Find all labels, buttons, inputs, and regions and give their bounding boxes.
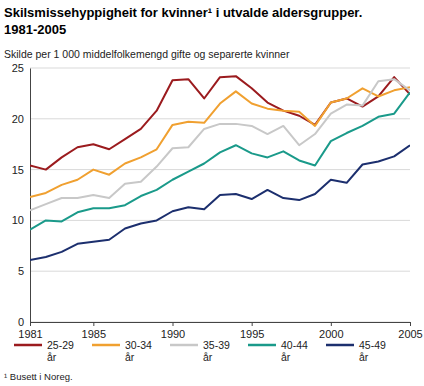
y-tick-label: 15 — [12, 164, 24, 176]
y-tick-label: 10 — [12, 214, 24, 226]
legend-label: 45-49år — [359, 339, 386, 363]
legend-swatch — [326, 344, 354, 347]
y-tick: 25 — [12, 62, 30, 74]
chart: Skilsmissehyppigheit for kvinner¹ i utva… — [0, 0, 424, 386]
x-tick-mark — [93, 322, 94, 326]
x-tick: 1981 — [18, 322, 42, 340]
legend-label: 35-39år — [203, 339, 230, 363]
legend: 25-29år 30-34år 35-39år 40-44år 45-49år — [14, 339, 386, 363]
legend-item: 30-34år — [92, 339, 152, 363]
grid-line — [30, 118, 410, 119]
x-tick: 1990 — [161, 322, 185, 340]
legend-label: 40-44år — [281, 339, 308, 363]
legend-label: 25-29år — [47, 339, 74, 363]
x-axis-line — [31, 323, 411, 327]
legend-item: 45-49år — [326, 339, 386, 363]
x-tick-mark — [331, 322, 332, 326]
y-tick: 5 — [18, 265, 30, 277]
x-tick-mark — [252, 322, 253, 326]
footnote: ¹ Busett i Noreg. — [4, 371, 73, 382]
legend-swatch — [170, 344, 198, 347]
legend-swatch — [248, 344, 276, 347]
series-line — [30, 87, 410, 197]
y-tick: 20 — [12, 113, 30, 125]
y-tick: 15 — [12, 164, 30, 176]
x-tick-label: 1990 — [161, 328, 185, 340]
grid — [30, 68, 410, 322]
x-tick: 1995 — [240, 322, 264, 340]
legend-swatch — [14, 344, 42, 347]
x-tick-mark — [30, 322, 31, 326]
x-tick: 2000 — [319, 322, 343, 340]
legend-item: 35-39år — [170, 339, 230, 363]
series-line — [30, 145, 410, 260]
x-tick-label: 2005 — [398, 328, 422, 340]
x-tick-mark — [410, 322, 411, 326]
series-line — [30, 92, 410, 229]
y-tick: 0 — [18, 316, 30, 328]
y-axis-line — [30, 69, 31, 323]
x-tick-label: 1981 — [18, 328, 42, 340]
legend-swatch — [92, 344, 120, 347]
y-tick-label: 25 — [12, 62, 24, 74]
x-tick-mark — [173, 322, 174, 326]
title: Skilsmissehyppigheit for kvinner¹ i utva… — [4, 5, 362, 37]
x-axis: 1981 1985 1990 1995 2000 2005 — [18, 322, 422, 340]
x-tick: 1985 — [82, 322, 106, 340]
grid-line — [30, 271, 410, 272]
y-axis: 0 5 10 15 20 25 — [12, 62, 31, 328]
x-tick-label: 1985 — [82, 328, 106, 340]
x-tick: 2005 — [398, 322, 422, 340]
y-tick-label: 0 — [18, 316, 24, 328]
legend-label: 30-34år — [125, 339, 152, 363]
y-tick-label: 20 — [12, 113, 24, 125]
grid-line — [30, 169, 410, 170]
y-tick-label: 5 — [18, 265, 24, 277]
subtitle: Skilde per 1 000 middelfolkemengd gifte … — [4, 48, 290, 60]
y-tick: 10 — [12, 214, 30, 226]
series-line — [30, 79, 410, 210]
series-lines — [30, 76, 410, 260]
x-tick-label: 2000 — [319, 328, 343, 340]
plot: 0 5 10 15 20 25 1981 1985 1990 1995 2000 2005 — [12, 62, 423, 340]
series-line — [30, 76, 410, 169]
grid-line — [30, 68, 410, 69]
legend-item: 40-44år — [248, 339, 308, 363]
x-tick-label: 1995 — [240, 328, 264, 340]
grid-line — [30, 220, 410, 221]
legend-item: 25-29år — [14, 339, 74, 363]
